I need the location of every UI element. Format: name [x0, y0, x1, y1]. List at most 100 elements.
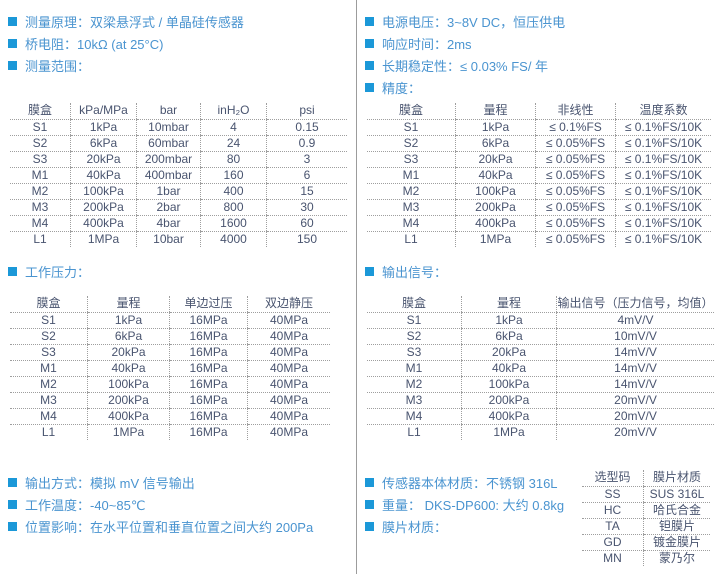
- table-cell: ≤ 0.1%FS/10K: [616, 215, 711, 231]
- table-cell: 40kPa: [462, 360, 557, 376]
- table-row: S3 20kPa 200mbar 80 3: [10, 151, 347, 167]
- table-row: L1 1MPa 20mV/V: [367, 424, 714, 440]
- table-cell: M1: [367, 360, 462, 376]
- bullet-square-icon: [365, 60, 374, 70]
- bullet-square-icon: [8, 266, 17, 276]
- table-cell: 24: [201, 135, 267, 151]
- table-cell: 200kPa: [462, 392, 557, 408]
- table-row: S2 6kPa 60mbar 24 0.9: [10, 135, 347, 151]
- table-cell: 100kPa: [71, 183, 137, 199]
- table-cell: S3: [367, 151, 456, 167]
- spec-text: 桥电阻：10kΩ (at 25°C): [25, 36, 164, 52]
- table-cell: 20mV/V: [557, 424, 714, 440]
- output-signal-table: 膜盒 量程 输出信号（压力信号，均值） S1 1kPa 4mV/V S2 6kPa 10mV/V…: [367, 296, 714, 440]
- bullet-square-icon: [8, 38, 17, 48]
- table-cell: 80: [201, 151, 267, 167]
- table-cell: 20kPa: [462, 344, 557, 360]
- table-cell: 6kPa: [88, 328, 170, 344]
- table-cell: 1MPa: [456, 231, 536, 247]
- table-cell: S2: [367, 135, 456, 151]
- table-cell: 3: [267, 151, 347, 167]
- left-specs-top: 测量原理：双梁悬浮式 / 单晶硅传感器 桥电阻：10kΩ (at 25°C) 测…: [8, 10, 244, 76]
- measuring-range-table: 膜盒 kPa/MPa bar inH₂O psi S1 1kPa 10mbar 4 0.15 S2 6…: [10, 103, 347, 247]
- table-header-row: 选型码 膜片材质: [582, 470, 710, 486]
- table-cell: 200mbar: [137, 151, 201, 167]
- column-header: 输出信号（压力信号，均值）: [557, 296, 714, 310]
- column-header: inH₂O: [201, 103, 267, 119]
- right-column: 电源电压：3~8V DC，恒压供电 响应时间：2ms 长期稳定性：≤ 0.03%…: [357, 0, 715, 574]
- table-cell: 16MPa: [170, 312, 248, 328]
- table-cell: S1: [10, 312, 88, 328]
- spec-text: 测量范围：: [25, 58, 91, 74]
- table-cell: 40MPa: [248, 376, 330, 392]
- left-column: 测量原理：双梁悬浮式 / 单晶硅传感器 桥电阻：10kΩ (at 25°C) 测…: [0, 0, 357, 574]
- table-cell: 400kPa: [462, 408, 557, 424]
- table-cell: S1: [367, 119, 456, 135]
- table-row: M2 100kPa 1bar 400 15: [10, 183, 347, 199]
- table-row: M2 100kPa ≤ 0.05%FS ≤ 0.1%FS/10K: [367, 183, 711, 199]
- spec-text: 重量： DKS-DP600: 大约 0.8kg: [382, 497, 565, 513]
- table-row: M3 200kPa 16MPa 40MPa: [10, 392, 330, 408]
- table-cell: GD: [582, 534, 644, 550]
- table-cell: ≤ 0.1%FS/10K: [616, 199, 711, 215]
- table-cell: M4: [10, 215, 71, 231]
- table-cell: M1: [367, 167, 456, 183]
- table-row: M1 40kPa 14mV/V: [367, 360, 714, 376]
- table-row: M2 100kPa 14mV/V: [367, 376, 714, 392]
- spec-supply-voltage: 电源电压：3~8V DC，恒压供电: [365, 10, 565, 32]
- table-cell: 16MPa: [170, 424, 248, 440]
- table-cell: 4000: [201, 231, 267, 247]
- table-cell: ≤ 0.05%FS: [536, 167, 616, 183]
- table-cell: ≤ 0.1%FS/10K: [616, 119, 711, 135]
- table-cell: 100kPa: [88, 376, 170, 392]
- table-cell: ≤ 0.05%FS: [536, 215, 616, 231]
- table-row: GD 镀金膜片: [582, 534, 710, 550]
- column-header: 温度系数: [639, 103, 688, 117]
- table-cell: 蒙乃尔: [644, 550, 710, 566]
- table-cell: M3: [10, 199, 71, 215]
- table-row: M4 400kPa 20mV/V: [367, 408, 714, 424]
- spec-working-pressure: 工作压力：: [8, 260, 90, 282]
- bullet-square-icon: [365, 38, 374, 48]
- column-header: psi: [299, 103, 315, 117]
- table-cell: 40MPa: [248, 344, 330, 360]
- table-cell: ≤ 0.1%FS/10K: [616, 151, 711, 167]
- table-cell: 1kPa: [456, 119, 536, 135]
- column-header: 双边静压: [264, 296, 313, 310]
- column-header: kPa/MPa: [71, 103, 137, 119]
- table-row: S3 20kPa 16MPa 40MPa: [10, 344, 330, 360]
- bullet-square-icon: [365, 82, 374, 92]
- spec-accuracy: 精度：: [365, 76, 565, 98]
- table-row: M3 200kPa 2bar 800 30: [10, 199, 347, 215]
- table-cell: 0.15: [267, 119, 347, 135]
- table-cell: M2: [367, 183, 456, 199]
- spec-weight: 重量： DKS-DP600: 大约 0.8kg: [365, 493, 564, 515]
- table-cell: 160: [201, 167, 267, 183]
- table-row: M4 400kPa 16MPa 40MPa: [10, 408, 330, 424]
- table-cell: 1MPa: [71, 231, 137, 247]
- table-row: M4 400kPa ≤ 0.05%FS ≤ 0.1%FS/10K: [367, 215, 711, 231]
- table-cell: 200kPa: [456, 199, 536, 215]
- table-row: M1 40kPa 16MPa 40MPa: [10, 360, 330, 376]
- bullet-square-icon: [8, 16, 17, 26]
- column-header: 量程: [88, 296, 170, 312]
- spec-output-signal: 输出信号：: [365, 260, 447, 282]
- table-cell: 16MPa: [170, 408, 248, 424]
- spec-text: 工作温度：-40~85℃: [25, 497, 146, 513]
- table-cell: ≤ 0.1%FS/10K: [616, 183, 711, 199]
- table-cell: M1: [10, 360, 88, 376]
- spec-text: 输出方式：模拟 mV 信号输出: [25, 475, 195, 491]
- table-cell: L1: [367, 424, 462, 440]
- table-row: S1 1kPa ≤ 0.1%FS ≤ 0.1%FS/10K: [367, 119, 711, 135]
- table-cell: M4: [367, 408, 462, 424]
- table-cell: S2: [10, 135, 71, 151]
- table-cell: M2: [10, 183, 71, 199]
- bullet-square-icon: [365, 477, 374, 487]
- spec-text: 响应时间：2ms: [382, 36, 472, 52]
- table-row: M1 40kPa 400mbar 160 6: [10, 167, 347, 183]
- table-cell: M3: [10, 392, 88, 408]
- table-cell: 400kPa: [88, 408, 170, 424]
- table-cell: 100kPa: [462, 376, 557, 392]
- spec-operating-temperature: 工作温度：-40~85℃: [8, 493, 313, 515]
- table-cell: M2: [10, 376, 88, 392]
